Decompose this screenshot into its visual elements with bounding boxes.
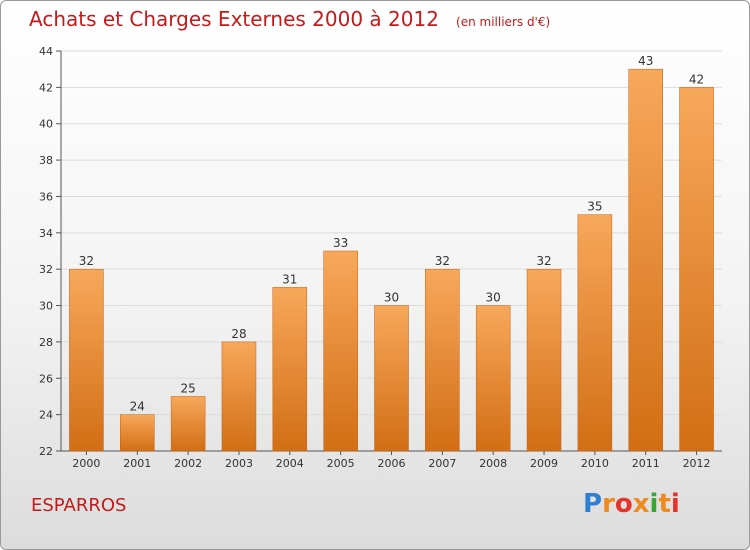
bar-2009 [526, 268, 562, 452]
bar-2006 [374, 305, 409, 452]
x-tick-label-2000: 2000 [72, 457, 100, 470]
bar-2000 [69, 268, 104, 452]
y-tick-label: 36 [39, 190, 53, 203]
x-tick-label-2005: 2005 [327, 457, 355, 470]
y-tick-label: 40 [39, 118, 53, 131]
data-label-2009: 32 [536, 254, 551, 268]
data-label-2004: 31 [282, 272, 297, 286]
data-label-2000: 32 [79, 254, 94, 268]
data-label-2001: 24 [130, 400, 145, 414]
y-tick-label: 30 [39, 300, 53, 313]
bar-2008 [475, 305, 511, 452]
x-tick-label-2008: 2008 [479, 457, 507, 470]
x-tick-label-2009: 2009 [530, 457, 558, 470]
data-label-2010: 35 [587, 200, 602, 214]
y-tick-label: 34 [39, 227, 53, 240]
y-tick-label: 24 [39, 409, 53, 422]
logo-letter: t [658, 489, 671, 519]
y-tick-label: 28 [39, 336, 53, 349]
logo-letter: o [614, 489, 633, 519]
bar-2005 [323, 250, 358, 452]
logo-letter: i [649, 489, 659, 519]
chart-title: Achats et Charges Externes 2000 à 2012 (… [29, 7, 550, 31]
data-label-2003: 28 [231, 327, 246, 341]
y-tick-label: 22 [39, 445, 53, 458]
logo-letter: x [632, 489, 650, 519]
logo-letter: i [670, 489, 680, 519]
x-tick-label-2010: 2010 [581, 457, 609, 470]
y-tick-label: 42 [39, 81, 53, 94]
bar-layer [69, 68, 714, 452]
bar-2004 [272, 287, 308, 452]
bar-2001 [120, 414, 155, 452]
data-label-2006: 30 [384, 291, 399, 305]
chart-title-main: Achats et Charges Externes 2000 à 2012 [29, 7, 439, 31]
logo-letter: P [583, 489, 603, 519]
x-tick-label-2004: 2004 [276, 457, 304, 470]
data-label-2008: 30 [486, 291, 501, 305]
data-label-2012: 42 [689, 72, 704, 86]
x-tick-label-2007: 2007 [428, 457, 456, 470]
x-tick-label-2011: 2011 [632, 457, 660, 470]
data-label-2005: 33 [333, 236, 348, 250]
x-tick-label-2003: 2003 [225, 457, 253, 470]
proxiti-logo: Proxiti [583, 489, 680, 519]
label-layer: 32 24 25 28 31 33 30 32 30 32 35 43 42 [79, 54, 704, 413]
chart-subtitle: (en milliers d'€) [456, 15, 551, 29]
x-tick-label-2006: 2006 [378, 457, 406, 470]
logo-letter: r [602, 489, 615, 519]
data-label-2011: 43 [638, 54, 653, 68]
y-tick-label: 32 [39, 263, 53, 276]
bar-2011 [628, 68, 663, 452]
x-tick-label-2002: 2002 [174, 457, 202, 470]
x-tick-label-2012: 2012 [683, 457, 711, 470]
y-tick-label: 44 [39, 45, 53, 58]
y-tick-label: 26 [39, 372, 53, 385]
bar-2003 [221, 341, 257, 452]
bar-2007 [425, 268, 460, 452]
y-tick-label: 38 [39, 154, 53, 167]
x-tick-label-2001: 2001 [123, 457, 151, 470]
bar-2012 [679, 87, 714, 452]
bar-2010 [577, 214, 613, 452]
commune-name: ESPARROS [31, 495, 127, 516]
bar-2002 [170, 396, 206, 452]
data-label-2002: 25 [180, 381, 195, 395]
data-label-2007: 32 [435, 254, 450, 268]
